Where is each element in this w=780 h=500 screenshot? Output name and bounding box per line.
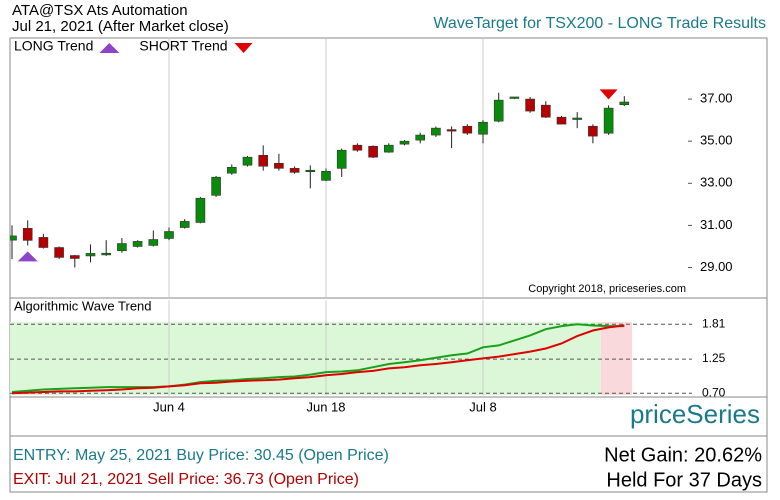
candle-body: [258, 154, 269, 167]
candle-body: [493, 99, 504, 122]
net-gain: Net Gain: 20.62%: [604, 444, 762, 466]
candle-body: [588, 125, 598, 137]
entry-info: ENTRY: May 25, 2021 Buy Price: 30.45 (Op…: [13, 447, 389, 464]
candle-body: [10, 235, 17, 241]
candle-body: [619, 101, 630, 106]
y-tick-label: 1.81: [702, 316, 726, 330]
candle-body: [195, 197, 206, 223]
candle-body: [352, 144, 363, 151]
candle-body: [274, 162, 284, 169]
signal-marker: [17, 251, 38, 262]
candle-body: [525, 98, 535, 112]
candle-body: [478, 121, 488, 135]
candle-body: [22, 228, 33, 241]
candle-body: [85, 253, 96, 257]
candle-body: [572, 117, 583, 120]
candle-body: [446, 129, 457, 132]
held-days: Held For 37 Days: [606, 469, 762, 491]
y-tick-label: 35.00: [700, 133, 733, 148]
candle-body: [54, 247, 64, 258]
candle-body: [321, 170, 331, 181]
candle-body: [415, 134, 426, 141]
candle-body: [211, 176, 221, 196]
short-zone: [600, 322, 633, 395]
long-zone: [10, 322, 601, 395]
trend-line: [11, 324, 625, 395]
date: Jul 21, 2021 (After Market close): [12, 18, 229, 35]
candle-body: [509, 96, 520, 99]
y-tick-label: 1.25: [702, 351, 726, 365]
candle-body: [117, 243, 127, 251]
candle-body: [368, 145, 378, 158]
x-tick-label: Jul 8: [469, 399, 496, 414]
candle-body: [289, 168, 300, 173]
legend-marker: [234, 43, 253, 53]
y-tick-label: 31.00: [700, 217, 733, 232]
symbol: ATA@TSX Ats Automation: [12, 2, 188, 19]
candle-body: [383, 144, 394, 153]
candle-body: [101, 252, 111, 256]
x-tick-label: Jun 18: [306, 399, 345, 414]
y-tick-label: 33.00: [700, 175, 733, 190]
candle-body: [148, 239, 159, 246]
candle-body: [556, 116, 567, 125]
candle-body: [164, 231, 174, 239]
page-title: WaveTarget for TSX200 - LONG Trade Resul…: [433, 15, 766, 32]
candle-body: [462, 125, 473, 134]
legend-label: SHORT Trend: [139, 38, 227, 54]
copyright: Copyright 2018, priceseries.com: [528, 283, 686, 295]
logo: priceSeries: [630, 399, 760, 429]
frame: [9, 37, 768, 493]
y-tick-label: 37.00: [700, 91, 733, 106]
candle-body: [227, 166, 237, 174]
legend-label: LONG Trend: [14, 38, 93, 54]
candle-body: [242, 156, 253, 166]
candles: [10, 92, 630, 268]
candle-body: [132, 241, 143, 247]
candle-body: [179, 221, 190, 228]
y-tick-label: 0.70: [702, 385, 726, 399]
legend-marker: [99, 43, 120, 53]
candle-body: [38, 237, 49, 248]
candle-body: [305, 169, 316, 173]
trend-line: [11, 323, 625, 393]
exit-info: EXIT: Jul 21, 2021 Sell Price: 36.73 (Op…: [13, 471, 359, 488]
candle-body: [540, 104, 551, 118]
candle-body: [603, 107, 614, 134]
y-tick-label: 29.00: [700, 259, 733, 274]
panel-title: Algorithmic Wave Trend: [14, 298, 152, 313]
x-tick-label: Jun 4: [153, 399, 185, 414]
candle-body: [70, 255, 80, 259]
candle-body: [431, 127, 441, 136]
signal-marker: [599, 89, 618, 100]
candle-body: [336, 149, 347, 169]
candle-body: [399, 140, 410, 145]
